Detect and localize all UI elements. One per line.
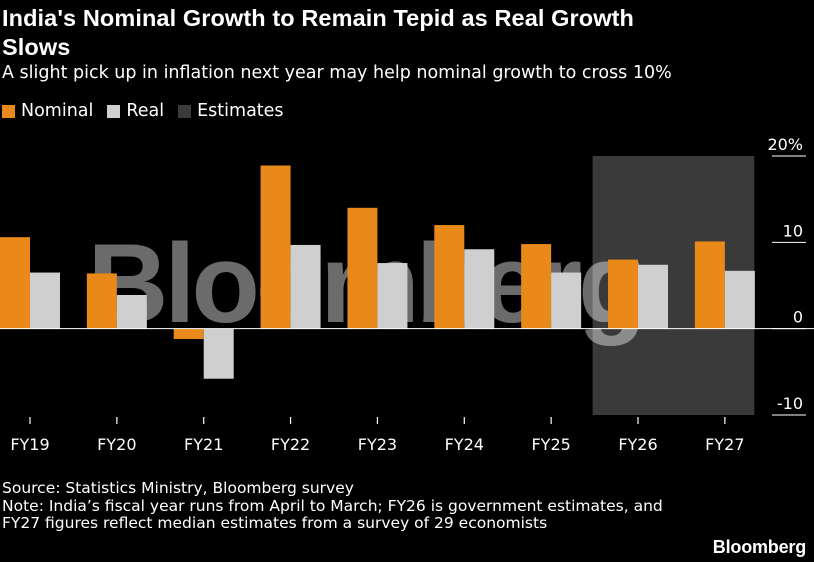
chart-plot: BloombergFY19FY20FY21FY22FY23FY24FY25FY2… bbox=[0, 135, 814, 454]
bar-real-fy20 bbox=[116, 294, 147, 329]
bar-nominal-fy19 bbox=[0, 237, 30, 329]
footnote: Note: India’s fiscal year runs from Apri… bbox=[2, 496, 663, 532]
bar-nominal-fy23 bbox=[347, 207, 378, 329]
chart-subtitle: A slight pick up in inflation next year … bbox=[2, 63, 672, 83]
x-tick-label-fy27: FY27 bbox=[705, 435, 744, 454]
bar-nominal-fy27 bbox=[694, 241, 725, 329]
bar-real-fy26 bbox=[638, 264, 668, 329]
x-tick-label-fy20: FY20 bbox=[97, 435, 136, 454]
bloomberg-logo: Bloomberg bbox=[712, 537, 806, 557]
legend-swatch-estimates bbox=[178, 104, 192, 118]
legend-item-real: Real bbox=[107, 101, 164, 121]
bar-real-fy23 bbox=[377, 263, 408, 329]
legend-label-estimates: Estimates bbox=[197, 101, 284, 121]
x-tick-label-fy21: FY21 bbox=[184, 435, 223, 454]
x-tick-label-fy25: FY25 bbox=[531, 435, 570, 454]
bar-nominal-fy21 bbox=[173, 328, 204, 340]
y-tick-label-0: -10 bbox=[777, 394, 803, 413]
legend-item-estimates: Estimates bbox=[178, 101, 284, 121]
bar-nominal-fy20 bbox=[86, 273, 117, 329]
bar-nominal-fy26 bbox=[608, 259, 638, 329]
legend-swatch-real bbox=[107, 104, 121, 118]
chart-title: India's Nominal Growth to Remain Tepid a… bbox=[2, 5, 634, 60]
x-tick-label-fy19: FY19 bbox=[10, 435, 49, 454]
bar-real-fy25 bbox=[551, 272, 582, 329]
legend-label-nominal: Nominal bbox=[21, 101, 94, 121]
source-note: Source: Statistics Ministry, Bloomberg s… bbox=[2, 479, 354, 497]
bar-real-fy22 bbox=[290, 244, 321, 329]
bar-real-fy21 bbox=[203, 328, 234, 379]
x-tick-label-fy24: FY24 bbox=[445, 435, 484, 454]
bar-nominal-fy25 bbox=[521, 244, 552, 329]
legend-swatch-nominal bbox=[2, 104, 15, 118]
bar-nominal-fy24 bbox=[434, 225, 465, 329]
y-tick-label-3: 20% bbox=[767, 135, 803, 154]
chart-footer: Source: Statistics Ministry, Bloomberg s… bbox=[2, 479, 682, 533]
bar-real-fy27 bbox=[724, 270, 755, 329]
x-tick-label-fy22: FY22 bbox=[271, 435, 310, 454]
x-tick-label-fy26: FY26 bbox=[618, 435, 657, 454]
legend: Nominal Real Estimates bbox=[2, 99, 298, 123]
legend-item-nominal: Nominal bbox=[2, 101, 93, 121]
bar-real-fy19 bbox=[30, 272, 60, 329]
bar-real-fy24 bbox=[464, 249, 495, 329]
y-tick-label-2: 10 bbox=[783, 221, 803, 240]
bar-nominal-fy22 bbox=[260, 165, 291, 329]
y-tick-label-1: 0 bbox=[793, 308, 803, 327]
legend-label-real: Real bbox=[126, 101, 165, 121]
x-tick-label-fy23: FY23 bbox=[358, 435, 397, 454]
